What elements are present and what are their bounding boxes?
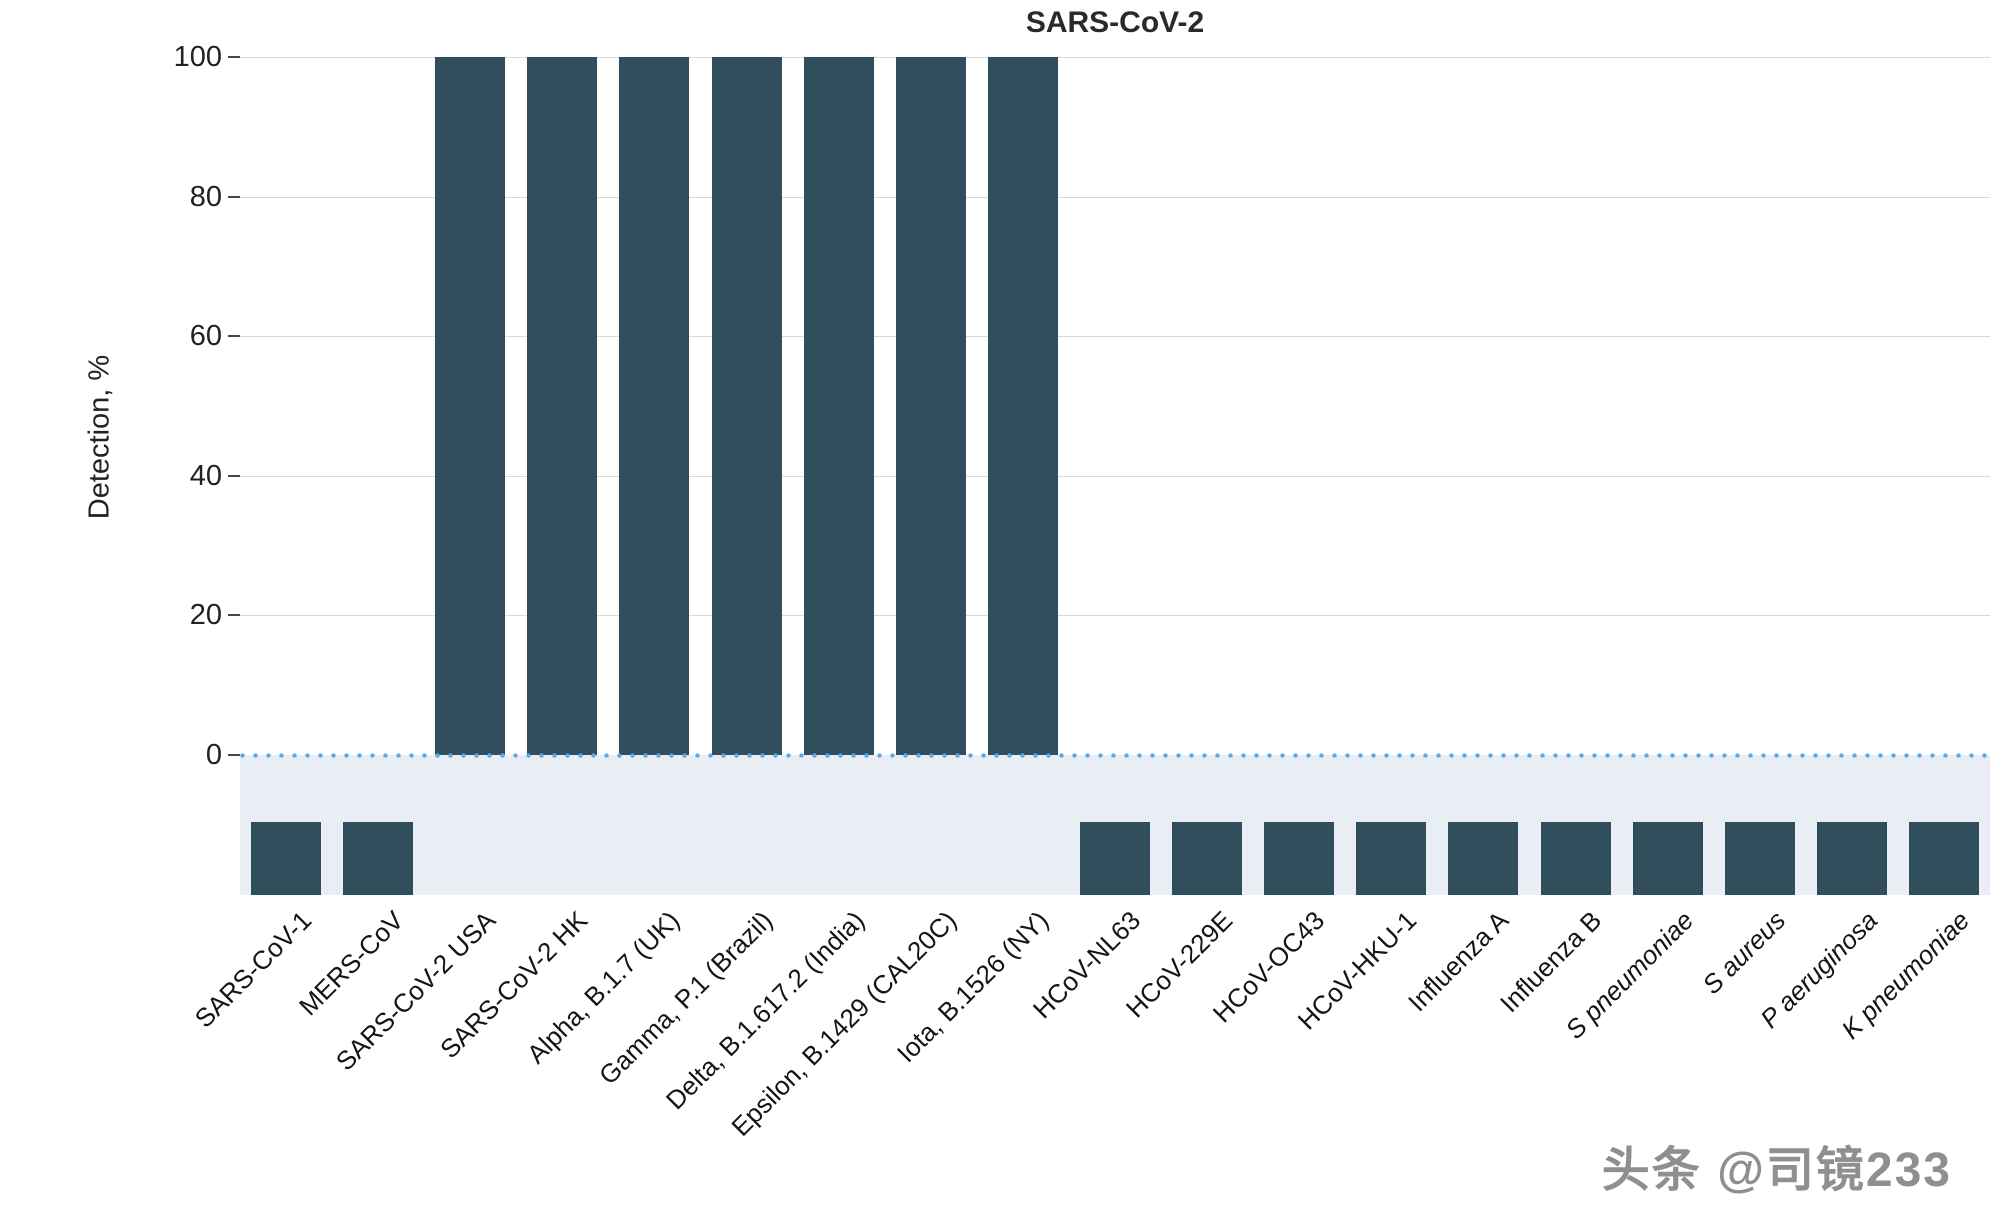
plot-area [240,57,1990,895]
bar [527,57,598,755]
gridline [240,336,1990,338]
y-axis-tick [228,474,240,477]
gridline [240,615,1990,617]
y-axis-tick-label: 80 [189,180,222,213]
y-axis-tick [228,614,240,617]
y-axis-label: Detection, % [83,354,116,520]
gridline [240,475,1990,477]
y-axis-tick [228,195,240,198]
y-axis-tick [228,754,240,756]
bar [1724,822,1795,895]
bar [1816,822,1887,895]
bar [1172,822,1243,895]
bar [895,57,966,755]
bar [1540,822,1611,895]
y-axis-tick-label: 0 [205,739,222,771]
bar [1632,822,1703,895]
zero-baseline-dotted-line [240,753,1990,758]
chart-title: SARS-CoV-2 [1025,6,1205,39]
y-axis-tick-label: 100 [173,41,222,73]
bar [987,57,1058,755]
bar [803,57,874,755]
bar [1264,822,1335,895]
y-axis-tick [228,56,240,58]
y-axis-tick-label: 20 [189,599,222,632]
bar [251,822,322,895]
bar [1448,822,1519,895]
y-axis-tick-label: 60 [189,320,222,353]
bar [435,57,506,755]
bar [1356,822,1427,895]
gridline [240,57,1990,58]
bar [1908,822,1979,895]
gridline [240,196,1990,198]
y-axis-tick [228,335,240,338]
watermark-text: 头条 @司镜233 [1601,1144,1952,1197]
bar [619,57,690,755]
y-axis-tick-label: 40 [189,459,222,492]
bar [711,57,782,755]
bar [343,822,414,895]
bar [1080,822,1150,895]
